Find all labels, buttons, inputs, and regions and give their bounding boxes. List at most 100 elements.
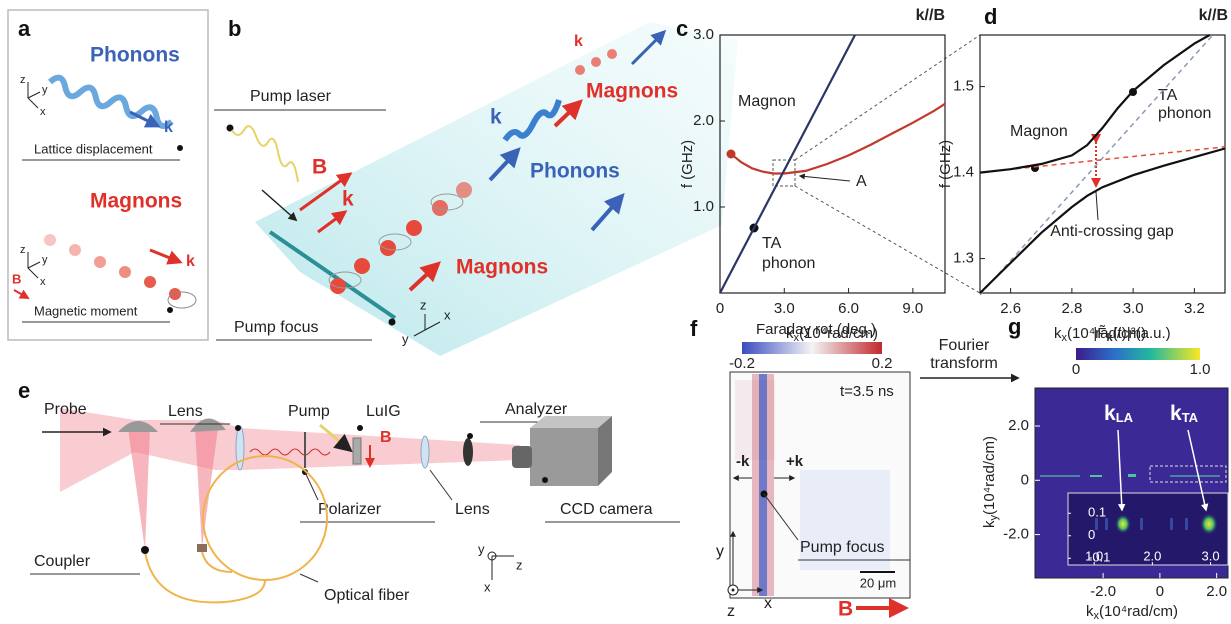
panel-label: f <box>690 316 698 341</box>
spin <box>432 200 448 216</box>
y-tick-label: -0.1 <box>1088 550 1110 565</box>
axis-label: y <box>42 84 48 96</box>
colorbar <box>742 342 882 354</box>
colorbar <box>1076 348 1200 360</box>
series-line <box>980 35 1213 295</box>
annotation: Magnon <box>738 93 796 110</box>
fringe <box>1170 518 1173 530</box>
panel-label: c <box>676 16 688 41</box>
camera-side <box>598 416 612 486</box>
text: |F̃ <box>1093 324 1106 341</box>
label: transform <box>930 355 998 372</box>
y-tick-label: 2.0 <box>1008 417 1029 434</box>
spin <box>591 57 601 67</box>
dot <box>467 433 473 439</box>
dot <box>542 477 548 483</box>
magnons-label: Magnons <box>456 256 548 279</box>
subscript: LA <box>1116 410 1134 425</box>
x-tick-label: 2.0 <box>1206 583 1227 600</box>
spin <box>380 240 396 256</box>
subscript: TA <box>1182 410 1199 425</box>
spin <box>354 258 370 274</box>
spin <box>575 65 585 75</box>
spin <box>144 276 156 288</box>
beam <box>128 428 150 550</box>
axis-label: y <box>478 541 485 556</box>
streak <box>1128 474 1136 477</box>
leader <box>430 470 452 500</box>
fringe <box>1185 518 1188 530</box>
label: Pump focus <box>800 539 884 556</box>
text: k <box>1170 402 1182 425</box>
zoom-line <box>795 186 980 293</box>
camera <box>530 428 598 486</box>
label: Pump <box>288 403 330 420</box>
phonons-label: Phonons <box>530 160 620 183</box>
label: Probe <box>44 401 87 418</box>
label: Coupler <box>34 553 91 570</box>
leader <box>1096 192 1098 220</box>
coupler <box>197 544 207 552</box>
streak <box>1170 475 1220 477</box>
axis-label: x <box>40 276 46 288</box>
label: LuIG <box>366 403 401 420</box>
label: Optical fiber <box>324 587 410 604</box>
stripe <box>752 374 759 596</box>
dot <box>389 319 396 326</box>
fringe <box>1140 518 1143 530</box>
axis-label: y <box>42 254 48 266</box>
page: Magnon-phonon figure { "chart_data": [ {… <box>0 0 1231 624</box>
x-tick-label: -0.2 <box>729 355 755 372</box>
spin <box>456 182 472 198</box>
y-tick-label: 0 <box>1088 527 1095 542</box>
spot <box>1115 514 1131 534</box>
panel-f: f Faraday rot.(deg.) t=3.5 ns -k +k Pump… <box>690 316 910 621</box>
scale-label: 20 μm <box>860 575 896 590</box>
caption: Lattice displacement <box>34 141 153 156</box>
spin <box>406 220 422 236</box>
fiber-loop <box>203 456 327 580</box>
series-line <box>731 104 945 174</box>
k-label: k <box>186 253 195 270</box>
b-label: B <box>838 598 853 621</box>
b-label: B <box>380 429 392 446</box>
x-tick-label: 3.2 <box>1184 300 1205 317</box>
y-tick-label: 3.0 <box>693 26 714 43</box>
beam <box>60 408 135 492</box>
sample <box>353 438 361 464</box>
label: Pump focus <box>234 319 318 336</box>
x-tick-label: 3.0 <box>774 300 795 317</box>
y-axis-label: ky(10⁴rad/cm) <box>981 436 1000 528</box>
magnons-label: Magnons <box>586 80 678 103</box>
panel-b: b Pump laser B k k Phonons Magnons k Mag… <box>214 16 738 356</box>
y-tick-label: 0 <box>1021 471 1029 488</box>
dot <box>235 425 241 431</box>
x-tick-label: 6.0 <box>838 300 859 317</box>
chart-title: k//B <box>916 7 945 24</box>
plot-frame <box>720 35 945 293</box>
k-label: -k <box>736 453 750 470</box>
fiber <box>202 552 232 572</box>
charts: c k//B f (GHz) kx(10⁴rad/cm) A Magnon TA… <box>676 4 1228 344</box>
panel-label: g <box>1008 314 1021 339</box>
label: Analyzer <box>505 401 568 418</box>
label: Lens <box>168 403 203 420</box>
caption: Magnetic moment <box>34 303 138 318</box>
spin <box>169 288 181 300</box>
dot <box>357 425 363 431</box>
label: Lens <box>455 501 490 518</box>
spin <box>330 278 346 294</box>
streak <box>1040 475 1080 477</box>
series-line <box>980 149 1225 294</box>
stripe <box>759 374 767 596</box>
lens <box>421 436 429 468</box>
axis-label: x <box>444 307 451 322</box>
panel-a: a Phonons k z y x Lattice displacement M… <box>8 10 208 340</box>
panel-label: a <box>18 16 31 41</box>
dot <box>167 307 173 313</box>
y-tick-label: 1.4 <box>953 164 974 181</box>
k-label: k <box>164 119 173 136</box>
axis-label: y <box>716 543 724 560</box>
colorbar-title: Faraday rot.(deg.) <box>756 321 876 338</box>
axis-label: z <box>20 74 26 86</box>
